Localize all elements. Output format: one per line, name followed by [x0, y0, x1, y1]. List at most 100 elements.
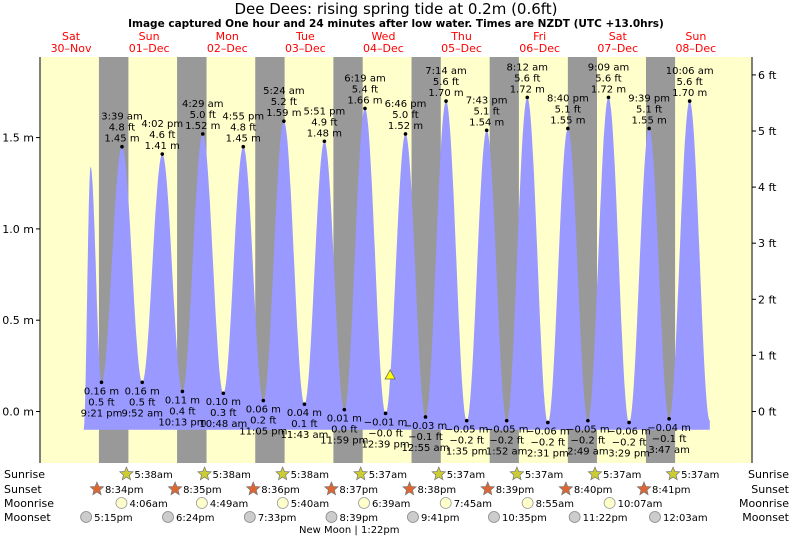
high-tide-feet: 4.6 ft: [149, 130, 175, 141]
high-tide-time: 4:02 pm: [141, 119, 183, 130]
high-tide-meters: 1.55 m: [550, 115, 585, 126]
low-tide-time: 2:49 am: [567, 447, 609, 458]
low-tide-feet: −0.2 ft: [612, 437, 647, 448]
high-tide-feet: 5.1 ft: [555, 104, 581, 115]
moonset-row-label-right: Moonset: [742, 511, 789, 524]
high-tide-feet: 4.8 ft: [109, 123, 135, 134]
low-tide-time: 11:59 pm: [320, 436, 368, 447]
high-tide-feet: 4.9 ft: [311, 117, 337, 128]
tide-point: [363, 106, 367, 111]
low-tide-time: 12:39 pm: [362, 439, 410, 450]
tide-point: [484, 128, 489, 133]
high-tide-time: 9:09 am: [588, 62, 630, 73]
right-tick-label: 6 ft: [758, 69, 777, 82]
sunrise-time: 5:38am: [213, 470, 251, 481]
moonrise-row-label-right: Moonrise: [739, 497, 789, 510]
day-date: 06–Dec: [519, 42, 560, 55]
day-of-week: Sun: [685, 30, 706, 43]
high-tide-meters: 1.72 m: [510, 84, 545, 95]
sunset-icon: [89, 481, 105, 496]
sunset-icon: [558, 481, 574, 496]
moonset-icon: [649, 511, 661, 523]
low-tide-meters: −0.03 m: [404, 421, 448, 432]
right-tick-label: 3 ft: [758, 237, 777, 250]
high-tide-time: 7:43 pm: [466, 95, 508, 106]
high-tide-meters: 1.55 m: [632, 115, 667, 126]
high-tide-time: 5:51 pm: [304, 106, 346, 117]
high-tide-time: 5:24 am: [263, 86, 305, 97]
day-of-week: Tue: [295, 30, 315, 43]
moonrise-time: 4:49am: [210, 499, 248, 510]
moonset-time: 11:22pm: [583, 513, 628, 524]
low-tide-time: 12:55 am: [402, 443, 450, 454]
high-tide-meters: 1.70 m: [672, 88, 707, 99]
day-headers: Sat30–NovSun01–DecMon02–DecTue03–DecWed0…: [51, 30, 717, 55]
low-tide-time: 10:13 pm: [158, 417, 206, 428]
moonset-time: 9:41pm: [421, 513, 460, 524]
moonset-time: 10:35pm: [502, 513, 547, 524]
sunrise-time: 5:37am: [681, 470, 719, 481]
high-tide-time: 6:46 pm: [385, 99, 427, 110]
high-tide-time: 3:39 am: [101, 112, 143, 123]
tide-point: [606, 95, 611, 100]
right-tick-label: 2 ft: [758, 293, 777, 306]
tide-point: [99, 380, 104, 385]
moonrise-icon: [195, 497, 208, 509]
moonrise-icon: [115, 497, 128, 509]
sunset-time: 8:35pm: [183, 485, 222, 496]
low-tide-time: 9:21 pm: [81, 408, 123, 419]
moonrise-time: 5:40am: [291, 499, 329, 510]
tide-curve: [83, 97, 710, 430]
sunset-icon: [245, 481, 261, 496]
day-of-week: Sat: [62, 30, 81, 43]
low-tide-meters: 0.16 m: [125, 386, 160, 397]
sunset-icon: [636, 481, 652, 496]
high-tide-meters: 1.48 m: [307, 128, 342, 139]
low-tide-feet: −0.2 ft: [571, 436, 606, 447]
tide-point: [120, 144, 124, 149]
tide-point: [627, 420, 631, 425]
low-tide-meters: −0.05 m: [445, 425, 489, 436]
chart-title: Dee Dees: rising spring tide at 0.2m (0.…: [234, 0, 557, 18]
moonset-time: 7:33pm: [258, 513, 297, 524]
sunset-icon: [402, 481, 418, 496]
moonrise-time: 6:39am: [372, 499, 410, 510]
tide-point: [444, 99, 448, 103]
right-tick-label: 4 ft: [758, 181, 777, 194]
low-tide-time: 11:43 am: [281, 430, 329, 441]
high-tide-feet: 5.6 ft: [595, 73, 621, 84]
sunrise-icon: [118, 466, 134, 481]
high-tide-time: 9:39 pm: [628, 93, 670, 104]
moonset-icon: [407, 511, 419, 523]
high-tide-meters: 1.66 m: [347, 95, 382, 106]
tide-point: [322, 139, 327, 144]
sunrise-icon: [431, 466, 447, 481]
sunrise-time: 5:37am: [603, 470, 641, 481]
tide-point: [282, 119, 286, 123]
low-tide-feet: −0.2 ft: [449, 436, 484, 447]
moonrise-row-label: Moonrise: [4, 497, 54, 510]
low-tide-meters: 0.06 m: [246, 405, 281, 416]
moonset-time: 12:03am: [663, 513, 708, 524]
high-tide-meters: 1.54 m: [469, 117, 504, 128]
left-tick-label: 1.0 m: [2, 223, 34, 236]
tide-extreme-labels: 0.16 m0.5 ft9:21 pm3:39 am4.8 ft1.45 m0.…: [81, 62, 714, 459]
sunrise-time: 5:38am: [134, 470, 172, 481]
tide-point: [687, 99, 692, 103]
low-tide-feet: −0.0 ft: [368, 428, 403, 439]
moonset-icon: [243, 511, 256, 523]
high-tide-meters: 1.52 m: [388, 121, 423, 132]
sunrise-icon: [353, 466, 369, 481]
right-tick-label: 0 ft: [758, 406, 777, 419]
sunrise-icon: [275, 466, 291, 481]
day-of-week: Wed: [371, 30, 395, 43]
high-tide-time: 7:14 am: [425, 66, 467, 77]
high-tide-meters: 1.45 m: [226, 134, 261, 145]
high-tide-meters: 1.72 m: [591, 84, 626, 95]
low-tide-meters: 0.10 m: [206, 397, 241, 408]
low-tide-time: 3:29 pm: [608, 448, 650, 459]
left-tick-label: 0.0 m: [2, 406, 34, 419]
high-tide-feet: 5.0 ft: [190, 110, 216, 121]
tide-point: [140, 380, 145, 385]
